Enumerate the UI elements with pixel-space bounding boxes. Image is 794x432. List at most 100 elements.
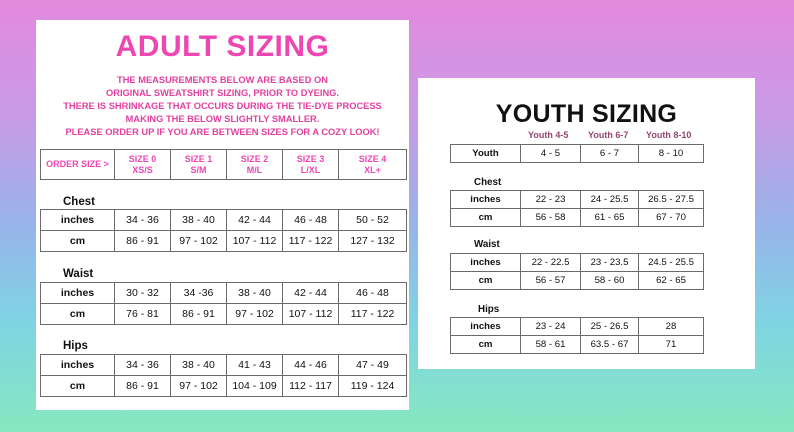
row-unit-label: cm <box>40 230 115 252</box>
table-cell: 58 - 60 <box>580 271 639 290</box>
table-cell: 22 - 22.5 <box>520 253 581 272</box>
size-header-1: SIZE 1 S/M <box>170 149 227 180</box>
table-cell: 24.5 - 25.5 <box>638 253 704 272</box>
row-unit-label: cm <box>450 335 521 354</box>
section-label-hips: Hips <box>478 304 500 315</box>
adult-sizing-card: ADULT SIZING THE MEASUREMENTS BELOW ARE … <box>36 20 409 410</box>
adult-note-line: MAKING THE BELOW SLIGHTLY SMALLER. <box>125 114 320 124</box>
section-label-chest: Chest <box>474 177 502 188</box>
table-cell: 50 - 52 <box>338 209 407 231</box>
table-cell: 97 - 102 <box>226 303 283 325</box>
row-unit-label: inches <box>40 354 115 376</box>
youth-col-header: Youth 6-7 <box>588 130 629 140</box>
table-cell: 44 - 46 <box>282 354 339 376</box>
table-cell: 47 - 49 <box>338 354 407 376</box>
table-cell: 62 - 65 <box>638 271 704 290</box>
table-row: inches 30 - 32 34 -36 38 - 40 42 - 44 46… <box>40 282 407 304</box>
youth-chest-table: inches 22 - 23 24 - 25.5 26.5 - 27.5 cm … <box>450 190 704 227</box>
table-cell: 56 - 58 <box>520 208 581 227</box>
adult-note-line: THE MEASUREMENTS BELOW ARE BASED ON <box>117 75 328 85</box>
table-row: cm 56 - 58 61 - 65 67 - 70 <box>450 208 704 227</box>
table-cell: 26.5 - 27.5 <box>638 190 704 209</box>
adult-notes: THE MEASUREMENTS BELOW ARE BASED ON ORIG… <box>36 74 409 139</box>
table-cell: 71 <box>638 335 704 354</box>
row-unit-label: cm <box>450 208 521 227</box>
table-cell: 28 <box>638 317 704 336</box>
table-cell: 117 - 122 <box>338 303 407 325</box>
table-row: ORDER SIZE > SIZE 0 XS/S SIZE 1 S/M SIZE 2… <box>40 149 407 180</box>
table-row: cm 86 - 91 97 - 102 107 - 112 117 - 122 … <box>40 230 407 252</box>
youth-waist-table: inches 22 - 22.5 23 - 23.5 24.5 - 25.5 c… <box>450 253 704 290</box>
table-row: cm 76 - 81 86 - 91 97 - 102 107 - 112 11… <box>40 303 407 325</box>
row-unit-label: inches <box>450 253 521 272</box>
adult-title: ADULT SIZING <box>115 30 330 63</box>
row-unit-label: inches <box>40 282 115 304</box>
table-cell: 6 - 7 <box>580 144 639 163</box>
row-unit-label: cm <box>450 271 521 290</box>
section-label-waist: Waist <box>63 268 94 280</box>
table-cell: 97 - 102 <box>170 230 227 252</box>
table-cell: 34 -36 <box>170 282 227 304</box>
table-cell: 67 - 70 <box>638 208 704 227</box>
table-cell: 61 - 65 <box>580 208 639 227</box>
row-unit-label: inches <box>450 317 521 336</box>
adult-note-line: PLEASE ORDER UP IF YOU ARE BETWEEN SIZES… <box>65 127 380 137</box>
adult-note-line: THERE IS SHRINKAGE THAT OCCURS DURING TH… <box>63 101 382 111</box>
youth-col-header: Youth 4-5 <box>528 130 569 140</box>
table-cell: 38 - 40 <box>170 209 227 231</box>
table-row: Youth 4 - 5 6 - 7 8 - 10 <box>450 144 704 163</box>
table-cell: 34 - 36 <box>114 354 171 376</box>
youth-sizing-card: YOUTH SIZING Youth 4-5 Youth 6-7 Youth 8… <box>418 78 755 369</box>
table-row: inches 34 - 36 38 - 40 42 - 44 46 - 48 5… <box>40 209 407 231</box>
youth-title: YOUTH SIZING <box>495 100 678 128</box>
table-cell: 46 - 48 <box>282 209 339 231</box>
youth-col-header: Youth 8-10 <box>646 130 692 140</box>
section-label-chest: Chest <box>63 196 95 208</box>
table-cell: 25 - 26.5 <box>580 317 639 336</box>
table-cell: 42 - 44 <box>282 282 339 304</box>
table-cell: 76 - 81 <box>114 303 171 325</box>
table-cell: 63.5 - 67 <box>580 335 639 354</box>
table-cell: 107 - 112 <box>282 303 339 325</box>
youth-size-table: Youth 4 - 5 6 - 7 8 - 10 <box>450 144 704 163</box>
table-cell: 34 - 36 <box>114 209 171 231</box>
section-label-hips: Hips <box>63 340 88 352</box>
table-cell: 127 - 132 <box>338 230 407 252</box>
table-cell: 30 - 32 <box>114 282 171 304</box>
adult-note-line: ORIGINAL SWEATSHIRT SIZING, PRIOR TO DYE… <box>106 88 339 98</box>
table-row: inches 34 - 36 38 - 40 41 - 43 44 - 46 4… <box>40 354 407 376</box>
row-unit-label: inches <box>450 190 521 209</box>
table-cell: 86 - 91 <box>114 375 171 397</box>
table-cell: 119 - 124 <box>338 375 407 397</box>
table-cell: 42 - 44 <box>226 209 283 231</box>
adult-hips-table: inches 34 - 36 38 - 40 41 - 43 44 - 46 4… <box>40 354 407 397</box>
table-row: inches 22 - 22.5 23 - 23.5 24.5 - 25.5 <box>450 253 704 272</box>
adult-header-table: ORDER SIZE > SIZE 0 XS/S SIZE 1 S/M SIZE 2… <box>40 149 407 180</box>
table-row: inches 23 - 24 25 - 26.5 28 <box>450 317 704 336</box>
table-cell: 97 - 102 <box>170 375 227 397</box>
table-cell: 112 - 117 <box>282 375 339 397</box>
table-cell: 24 - 25.5 <box>580 190 639 209</box>
table-cell: 58 - 61 <box>520 335 581 354</box>
table-cell: 46 - 48 <box>338 282 407 304</box>
table-cell: 107 - 112 <box>226 230 283 252</box>
table-cell: 23 - 23.5 <box>580 253 639 272</box>
size-header-2: SIZE 2 M/L <box>226 149 283 180</box>
table-cell: 104 - 109 <box>226 375 283 397</box>
section-label-waist: Waist <box>474 239 500 250</box>
table-cell: 22 - 23 <box>520 190 581 209</box>
size-header-4: SIZE 4 XL+ <box>338 149 407 180</box>
table-cell: 86 - 91 <box>170 303 227 325</box>
table-cell: 8 - 10 <box>638 144 704 163</box>
order-size-label: ORDER SIZE > <box>40 149 115 180</box>
table-row: cm 86 - 91 97 - 102 104 - 109 112 - 117 … <box>40 375 407 397</box>
table-cell: 56 - 57 <box>520 271 581 290</box>
table-cell: 38 - 40 <box>226 282 283 304</box>
youth-hips-table: inches 23 - 24 25 - 26.5 28 cm 58 - 61 6… <box>450 317 704 354</box>
table-cell: 38 - 40 <box>170 354 227 376</box>
adult-chest-table: inches 34 - 36 38 - 40 42 - 44 46 - 48 5… <box>40 209 407 252</box>
table-cell: 23 - 24 <box>520 317 581 336</box>
table-cell: 117 - 122 <box>282 230 339 252</box>
table-cell: 86 - 91 <box>114 230 171 252</box>
table-cell: 41 - 43 <box>226 354 283 376</box>
